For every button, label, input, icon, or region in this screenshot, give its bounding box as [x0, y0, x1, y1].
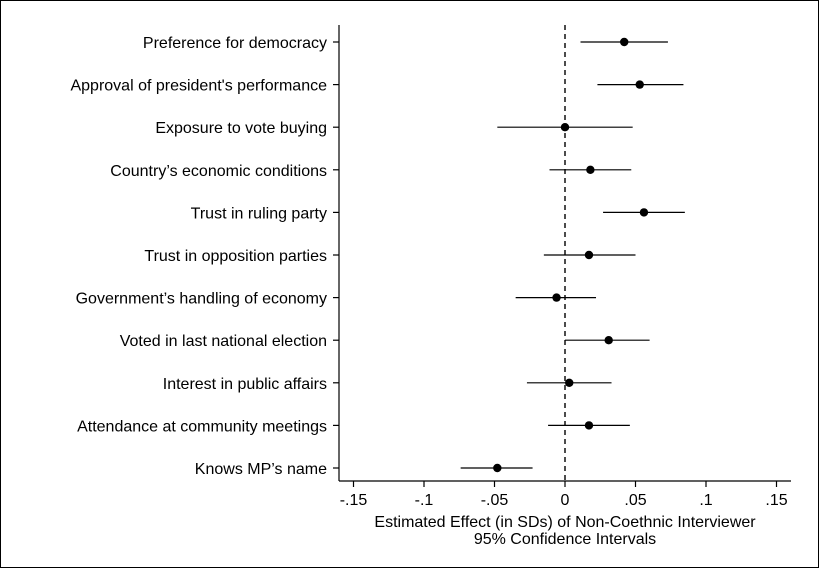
y-category-label: Knows MP’s name: [195, 461, 327, 478]
point-estimate: [620, 37, 629, 47]
point-estimate: [552, 293, 561, 302]
x-tick-label: 0: [561, 492, 570, 509]
axes: [333, 25, 791, 487]
point-estimate: [639, 208, 649, 217]
y-category-label: Government’s handling of economy: [76, 291, 327, 308]
point-estimate: [604, 336, 613, 345]
y-category-label: Approval of president's performance: [70, 78, 327, 95]
x-tick-label: -.1: [415, 492, 434, 509]
point-estimate: [584, 421, 594, 430]
x-tick-label: -.15: [340, 492, 368, 509]
point-estimate: [493, 463, 502, 473]
point-estimate: [586, 165, 595, 174]
y-category-label: Exposure to vote buying: [155, 120, 327, 137]
point-estimate: [565, 378, 574, 387]
y-category-label: Trust in opposition parties: [144, 248, 327, 265]
x-tick-label: .05: [624, 492, 646, 509]
y-category-label: Interest in public affairs: [163, 376, 327, 393]
x-tick-label: .15: [765, 492, 787, 509]
x-tick-label: .1: [699, 492, 712, 509]
point-estimate: [635, 80, 644, 89]
x-axis-sublabel: 95% Confidence Intervals: [474, 531, 656, 548]
y-category-label: Preference for democracy: [143, 35, 327, 52]
point-estimate: [560, 123, 570, 132]
estimates-group: [460, 37, 685, 473]
x-axis-label: Estimated Effect (in SDs) of Non-Coethni…: [374, 514, 756, 531]
y-category-label: Country’s economic conditions: [110, 163, 327, 180]
y-category-labels: Preference for democracy Approval of pres…: [70, 35, 327, 478]
point-estimate: [584, 250, 594, 260]
y-category-label: Trust in ruling party: [191, 205, 327, 222]
y-category-label: Attendance at community meetings: [77, 418, 327, 435]
y-category-label: Voted in last national election: [120, 333, 327, 350]
x-tick-label: -.05: [481, 492, 509, 509]
x-tick-labels: -.15 -.1 -.05 0 .05 .1 .15: [340, 492, 788, 509]
